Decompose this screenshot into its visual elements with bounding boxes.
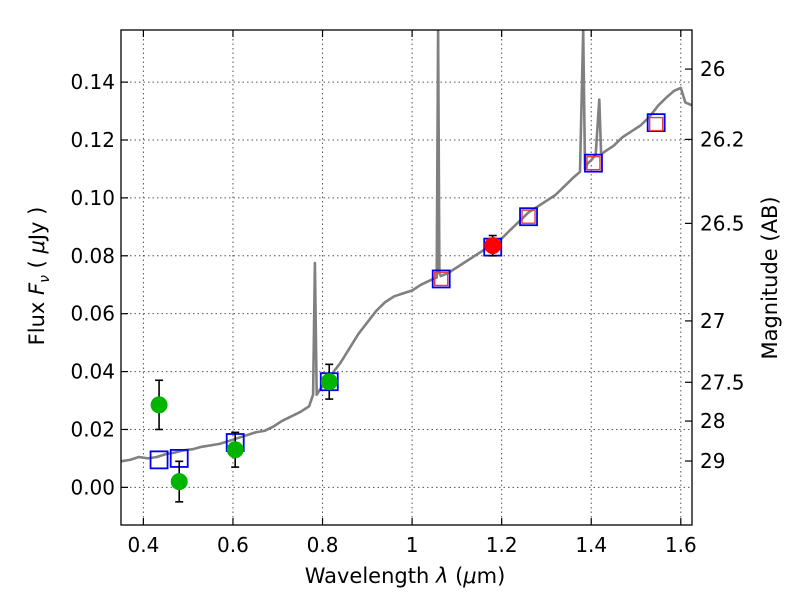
y-axis-label: Flux Fν ( μJy )	[25, 207, 53, 346]
data-point	[226, 441, 244, 459]
y2-tick-label: 29	[700, 449, 725, 473]
data-point	[586, 155, 601, 171]
tick-layer: 0.4 0.6 0.8 1 1.2 1.4 1.6 0.00 0.02 0.04 0.06 0.08 0…	[70, 30, 745, 557]
y2-tick-label: 27.5	[700, 370, 745, 394]
y-tick-label: 0.00	[70, 475, 115, 499]
data-point	[434, 271, 449, 287]
marker-layer	[149, 113, 666, 503]
x-tick-label: 0.4	[127, 533, 159, 557]
data-point	[149, 450, 169, 470]
y-tick-label: 0.06	[70, 302, 115, 326]
grid-layer	[121, 30, 692, 525]
data-point	[150, 396, 168, 414]
y-tick-label: 0.02	[70, 417, 115, 441]
x-tick-label: 1	[406, 533, 419, 557]
x-axis-label: Wavelength λ (μm)	[305, 564, 506, 588]
y2-tick-label: 28	[700, 409, 725, 433]
x-tick-label: 0.6	[217, 533, 249, 557]
x-tick-label: 0.8	[307, 533, 339, 557]
data-point	[521, 209, 536, 224]
plot-frame	[120, 29, 693, 526]
x-tick-label: 1.4	[575, 533, 607, 557]
y-tick-label: 0.10	[70, 186, 115, 210]
data-point	[170, 473, 188, 491]
y2-tick-label: 26	[700, 57, 725, 81]
x-tick-label: 1.2	[486, 533, 518, 557]
y-tick-label: 0.14	[70, 70, 115, 94]
x-tick-label: 1.6	[665, 533, 697, 557]
data-point	[484, 237, 502, 255]
data-point	[519, 207, 538, 227]
y2-tick-label: 26.2	[700, 127, 745, 151]
data-point	[648, 116, 664, 132]
y2-tick-label: 26.5	[700, 211, 745, 235]
y2-tick-label: 27	[700, 309, 725, 333]
y2-axis-label: Magnitude (AB)	[758, 196, 782, 359]
y-tick-label: 0.12	[70, 128, 115, 152]
data-point	[584, 153, 603, 173]
y-tick-label: 0.04	[70, 360, 115, 384]
data-point	[320, 373, 338, 391]
data-point	[431, 269, 451, 289]
y-tick-label: 0.08	[70, 244, 115, 268]
